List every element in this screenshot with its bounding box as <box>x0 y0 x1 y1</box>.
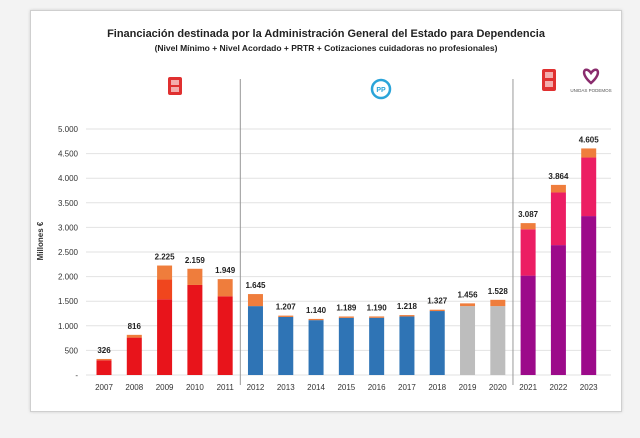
bar-segment <box>429 309 445 312</box>
bar-segment <box>187 268 203 285</box>
pp-logo: PP <box>370 78 392 100</box>
x-tick-label: 2013 <box>277 383 295 392</box>
data-label: 816 <box>128 322 142 331</box>
x-tick-label: 2007 <box>95 383 113 392</box>
x-tick-label: 2016 <box>368 383 386 392</box>
data-label: 2.225 <box>155 253 176 262</box>
data-label: 3.087 <box>518 210 539 219</box>
bar-segment <box>460 303 476 307</box>
svg-text:PP: PP <box>376 87 386 94</box>
data-label: 3.864 <box>548 172 569 181</box>
bar-segment <box>520 229 536 276</box>
y-tick-label: 3.500 <box>58 199 79 208</box>
bar-segment <box>217 279 233 297</box>
bar-segment <box>157 265 173 280</box>
y-tick-label: 3.000 <box>58 223 79 232</box>
bar-segment <box>550 245 566 375</box>
bar-segment <box>520 223 536 230</box>
svg-text:UNIDAS PODEMOS: UNIDAS PODEMOS <box>570 88 611 93</box>
unidas-podemos-logo: UNIDAS PODEMOS <box>570 68 612 93</box>
y-tick-label: 1.500 <box>58 297 79 306</box>
y-axis-label: Millones € <box>36 221 45 260</box>
bar-segment <box>308 318 324 321</box>
y-tick-label: 500 <box>65 346 79 355</box>
y-tick-label: 2.500 <box>58 248 79 257</box>
bar-segment <box>338 317 354 375</box>
x-tick-label: 2020 <box>489 383 507 392</box>
psoe-logo <box>168 77 182 95</box>
bar-segment <box>247 294 263 307</box>
bar-segment <box>429 311 445 375</box>
bar-segment <box>490 306 506 375</box>
bar-segment <box>460 306 476 375</box>
y-tick-label: - <box>75 371 78 380</box>
bar-segment <box>520 275 536 375</box>
y-tick-label: 2.000 <box>58 273 79 282</box>
bar-segment <box>550 184 566 193</box>
bar-segment <box>278 315 294 317</box>
x-tick-label: 2008 <box>125 383 143 392</box>
x-tick-label: 2009 <box>156 383 174 392</box>
y-tick-label: 1.000 <box>58 322 79 331</box>
chart: Financiación destinada por la Administra… <box>36 28 612 392</box>
data-label: 2.159 <box>185 256 206 265</box>
bar-segment <box>490 299 506 307</box>
data-label: 1.327 <box>427 297 448 306</box>
bar-segment <box>369 317 385 375</box>
chart-title: Financiación destinada por la Administra… <box>107 28 546 40</box>
psoe-logo <box>542 69 556 91</box>
x-tick-label: 2017 <box>398 383 416 392</box>
data-label: 4.605 <box>579 135 600 144</box>
bar-segment <box>581 216 597 375</box>
bar-segment <box>126 337 142 375</box>
bar-segment <box>157 279 173 300</box>
data-label: 1.190 <box>367 303 388 312</box>
x-tick-label: 2019 <box>459 383 477 392</box>
bar-segment <box>126 334 142 338</box>
chart-card: Financiación destinada por la Administra… <box>30 10 622 412</box>
data-label: 1.949 <box>215 266 236 275</box>
bar-segment <box>338 316 354 318</box>
data-label: 1.645 <box>245 281 266 290</box>
y-tick-label: 5.000 <box>58 125 79 134</box>
x-tick-label: 2018 <box>428 383 446 392</box>
x-tick-label: 2021 <box>519 383 537 392</box>
x-tick-label: 2015 <box>337 383 355 392</box>
x-tick-label: 2023 <box>580 383 598 392</box>
data-label: 1.140 <box>306 306 327 315</box>
data-label: 1.218 <box>397 302 418 311</box>
data-label: 1.456 <box>458 290 479 299</box>
x-tick-label: 2012 <box>247 383 265 392</box>
x-tick-label: 2014 <box>307 383 325 392</box>
bar-segment <box>550 192 566 246</box>
bar-segment <box>157 299 173 375</box>
bar-segment <box>308 320 324 375</box>
bar-segment <box>399 315 415 317</box>
x-tick-label: 2022 <box>550 383 568 392</box>
data-label: 1.207 <box>276 303 297 312</box>
bar-segment <box>247 306 263 375</box>
bar-segment <box>581 157 597 217</box>
bar-segment <box>96 358 112 361</box>
x-tick-label: 2010 <box>186 383 204 392</box>
x-tick-label: 2011 <box>217 383 235 392</box>
y-tick-label: 4.500 <box>58 150 79 159</box>
y-tick-label: 4.000 <box>58 174 79 183</box>
bar-segment <box>581 148 597 158</box>
chart-subtitle: (Nivel Mínimo + Nivel Acordado + PRTR + … <box>155 43 498 53</box>
bar-segment <box>96 360 112 375</box>
bar-segment <box>399 316 415 375</box>
bar-segment <box>217 296 233 375</box>
data-label: 1.189 <box>336 304 357 313</box>
bar-segment <box>369 316 385 318</box>
data-label: 1.528 <box>488 287 509 296</box>
data-label: 326 <box>97 346 111 355</box>
bar-segment <box>278 316 294 375</box>
bar-segment <box>187 284 203 375</box>
